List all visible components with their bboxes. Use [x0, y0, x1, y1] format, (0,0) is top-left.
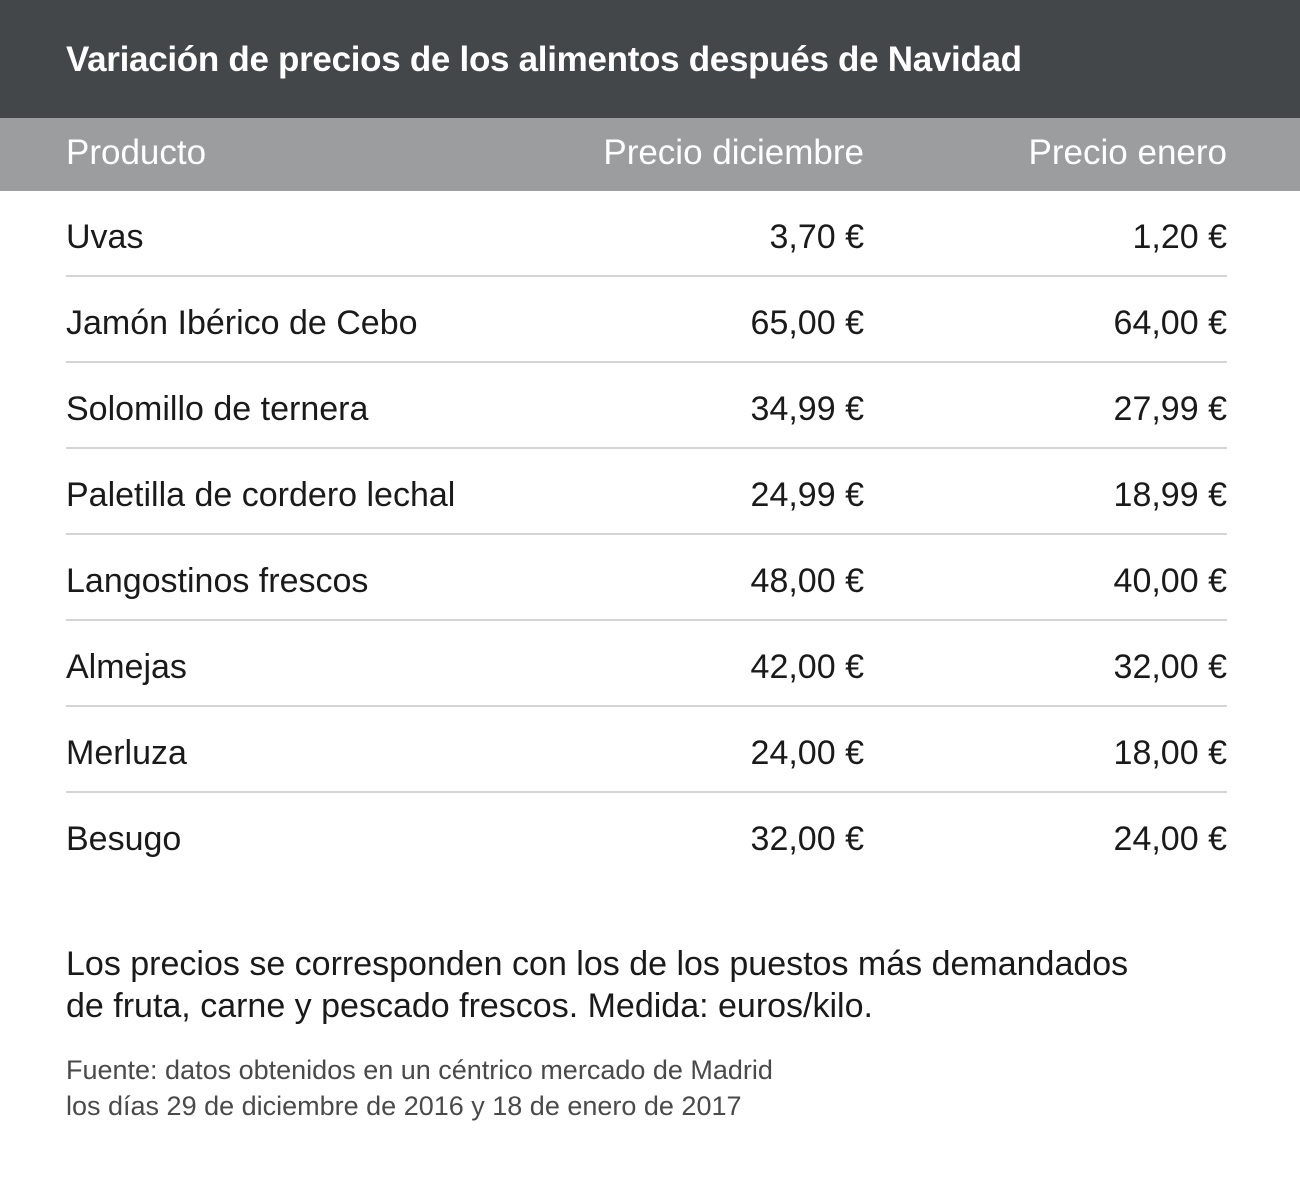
row-divider: [66, 361, 1227, 363]
cell-price-december: 42,00 €: [750, 648, 864, 686]
cell-price-january: 18,99 €: [1113, 476, 1227, 514]
cell-price-january: 64,00 €: [1113, 304, 1227, 342]
cell-product: Solomillo de ternera: [66, 390, 369, 428]
table-row: Solomillo de ternera 34,99 € 27,99 €: [0, 363, 1300, 449]
cell-price-january: 40,00 €: [1113, 562, 1227, 600]
cell-price-december: 3,70 €: [769, 218, 864, 256]
source: Fuente: datos obtenidos en un céntrico m…: [66, 1052, 773, 1124]
table-row: Jamón Ibérico de Cebo 65,00 € 64,00 €: [0, 277, 1300, 363]
cell-price-january: 32,00 €: [1113, 648, 1227, 686]
cell-product: Besugo: [66, 820, 182, 858]
column-header-product: Producto: [66, 133, 207, 172]
note-line: Los precios se corresponden con los de l…: [66, 945, 1129, 983]
cell-price-december: 34,99 €: [750, 390, 864, 428]
table-row: Paletilla de cordero lechal 24,99 € 18,99 …: [0, 449, 1300, 535]
cell-price-december: 24,00 €: [750, 734, 864, 772]
table-header: [0, 118, 1300, 191]
chart-title: Variación de precios de los alimentos de…: [66, 40, 1022, 79]
cell-price-january: 27,99 €: [1113, 390, 1227, 428]
title-bar: [0, 0, 1300, 118]
cell-product: Paletilla de cordero lechal: [66, 476, 456, 514]
cell-price-december: 24,99 €: [750, 476, 864, 514]
column-header-december: Precio diciembre: [603, 133, 864, 172]
cell-price-december: 65,00 €: [750, 304, 864, 342]
cell-product: Uvas: [66, 218, 144, 256]
cell-price-december: 48,00 €: [750, 562, 864, 600]
row-divider: [66, 619, 1227, 621]
note-line: de fruta, carne y pescado frescos. Medid…: [66, 987, 873, 1025]
note: Los precios se corresponden con los de l…: [66, 943, 1246, 1027]
table-row: Merluza 24,00 € 18,00 €: [0, 707, 1300, 793]
row-divider: [66, 275, 1227, 277]
source-line: los días 29 de diciembre de 2016 y 18 de…: [66, 1091, 742, 1121]
cell-price-december: 32,00 €: [750, 820, 864, 858]
row-divider: [66, 533, 1227, 535]
cell-product: Almejas: [66, 648, 187, 686]
cell-price-january: 24,00 €: [1113, 820, 1227, 858]
table-row: Almejas 42,00 € 32,00 €: [0, 621, 1300, 707]
row-divider: [66, 705, 1227, 707]
cell-price-january: 18,00 €: [1113, 734, 1227, 772]
cell-product: Merluza: [66, 734, 187, 772]
column-header-january: Precio enero: [1028, 133, 1227, 172]
cell-price-january: 1,20 €: [1132, 218, 1227, 256]
cell-product: Jamón Ibérico de Cebo: [66, 304, 418, 342]
table-row: Besugo 32,00 € 24,00 €: [0, 793, 1300, 879]
cell-product: Langostinos frescos: [66, 562, 369, 600]
table-row: Langostinos frescos 48,00 € 40,00 €: [0, 535, 1300, 621]
row-divider: [66, 447, 1227, 449]
table-row: Uvas 3,70 € 1,20 €: [0, 191, 1300, 277]
source-line: Fuente: datos obtenidos en un céntrico m…: [66, 1055, 773, 1085]
row-divider: [66, 791, 1227, 793]
